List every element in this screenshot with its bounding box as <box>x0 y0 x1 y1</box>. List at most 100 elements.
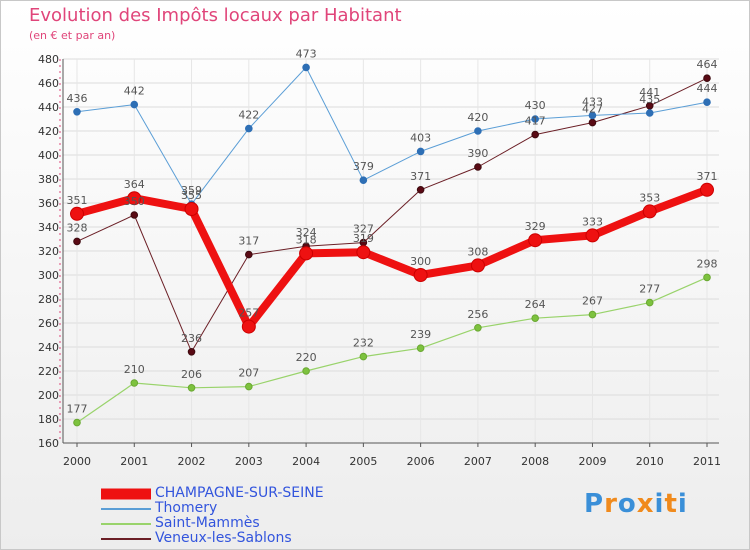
data-point-veneux-les-sablons <box>645 102 654 110</box>
legend-swatch-veneux <box>101 537 151 540</box>
data-label-saint-mamm-s: 256 <box>467 308 488 321</box>
data-point-saint-mamm-s <box>416 344 425 353</box>
data-point-veneux-les-sablons <box>703 74 711 82</box>
data-label-saint-mamm-s: 267 <box>582 295 603 308</box>
y-tick-label: 220 <box>38 365 59 378</box>
data-point-veneux-les-sablons <box>531 130 539 139</box>
data-label-thomery: 420 <box>467 111 488 124</box>
data-label-thomery: 379 <box>353 160 374 173</box>
data-point-thomery <box>73 108 81 116</box>
data-label-thomery: 403 <box>410 131 431 144</box>
x-tick-label: 2000 <box>63 455 91 468</box>
data-point-saint-mamm-s <box>474 324 482 332</box>
data-point-champagne-sur-seine <box>585 228 600 243</box>
data-label-champagne-sur-seine: 300 <box>410 255 431 268</box>
data-label-thomery: 433 <box>582 95 603 108</box>
series-line-saint-mamm-s <box>76 276 708 424</box>
y-tick-label: 440 <box>38 101 59 114</box>
data-label-saint-mamm-s: 239 <box>410 328 431 341</box>
data-label-saint-mamm-s: 264 <box>525 298 546 311</box>
data-label-saint-mamm-s: 206 <box>181 368 202 381</box>
data-point-champagne-sur-seine <box>528 233 543 248</box>
series-line-thomery <box>76 66 708 205</box>
logo-letter: t <box>664 489 678 519</box>
data-label-veneux-les-sablons: 236 <box>181 332 202 345</box>
data-label-saint-mamm-s: 177 <box>67 403 88 416</box>
data-label-saint-mamm-s: 207 <box>238 367 259 380</box>
y-tick-label: 320 <box>38 245 59 258</box>
data-label-thomery: 473 <box>296 47 317 60</box>
data-label-champagne-sur-seine: 318 <box>296 233 317 246</box>
data-point-thomery <box>531 115 539 123</box>
data-point-thomery <box>645 109 654 117</box>
data-point-veneux-les-sablons <box>130 211 139 219</box>
data-point-champagne-sur-seine <box>241 319 256 334</box>
legend-label-thomery: Thomery <box>155 500 218 516</box>
data-point-veneux-les-sablons <box>245 250 253 259</box>
y-tick-label: 160 <box>38 437 59 450</box>
legend-label-champagne: CHAMPAGNE-SUR-SEINE <box>155 485 324 501</box>
legend-swatch-champagne <box>101 488 151 499</box>
data-point-veneux-les-sablons <box>474 163 482 171</box>
data-point-champagne-sur-seine <box>470 258 485 273</box>
data-label-champagne-sur-seine: 329 <box>525 220 546 233</box>
data-point-thomery <box>416 147 425 156</box>
data-label-veneux-les-sablons: 464 <box>697 58 718 71</box>
x-tick-label: 2001 <box>120 455 148 468</box>
legend-label-veneux: Veneux-les-Sablons <box>155 530 292 546</box>
data-point-veneux-les-sablons <box>416 186 425 194</box>
data-label-champagne-sur-seine: 351 <box>67 194 88 207</box>
logo-letter: o <box>617 489 637 519</box>
data-label-champagne-sur-seine: 308 <box>467 245 488 258</box>
y-tick-label: 340 <box>38 221 59 234</box>
data-label-thomery: 435 <box>639 93 660 106</box>
data-label-champagne-sur-seine: 257 <box>238 307 259 320</box>
data-label-veneux-les-sablons: 317 <box>238 235 259 248</box>
y-tick-label: 260 <box>38 317 59 330</box>
data-point-champagne-sur-seine <box>299 246 314 261</box>
data-label-champagne-sur-seine: 371 <box>697 170 718 183</box>
proxiti-logo: Proxiti <box>584 489 688 519</box>
logo-letter: P <box>584 489 605 519</box>
data-label-thomery: 444 <box>697 82 718 95</box>
data-point-saint-mamm-s <box>302 367 310 375</box>
y-tick-label: 400 <box>38 149 59 162</box>
data-point-thomery <box>245 124 253 133</box>
data-label-saint-mamm-s: 220 <box>296 351 317 364</box>
data-label-saint-mamm-s: 210 <box>124 363 145 376</box>
data-point-champagne-sur-seine <box>70 206 84 221</box>
logo-letter: i <box>654 489 665 519</box>
y-tick-label: 280 <box>38 293 59 306</box>
data-point-champagne-sur-seine <box>356 245 371 260</box>
data-point-saint-mamm-s <box>703 273 711 282</box>
y-tick-label: 300 <box>38 269 59 282</box>
x-tick-label: 2011 <box>693 455 721 468</box>
y-tick-label: 360 <box>38 197 59 210</box>
data-label-saint-mamm-s: 277 <box>639 283 660 296</box>
data-point-thomery <box>474 127 482 135</box>
y-tick-label: 460 <box>38 77 59 90</box>
data-label-thomery: 442 <box>124 85 145 98</box>
y-tick-label: 380 <box>38 173 59 186</box>
series-line-champagne-sur-seine <box>73 185 711 331</box>
x-tick-label: 2003 <box>235 455 263 468</box>
data-point-saint-mamm-s <box>531 314 539 323</box>
data-point-champagne-sur-seine <box>700 182 714 197</box>
data-label-veneux-les-sablons: 350 <box>124 195 145 208</box>
data-point-champagne-sur-seine <box>127 191 142 206</box>
data-point-saint-mamm-s <box>588 310 597 319</box>
x-tick-label: 2005 <box>349 455 377 468</box>
data-label-champagne-sur-seine: 355 <box>181 189 202 202</box>
data-label-champagne-sur-seine: 333 <box>582 215 603 228</box>
data-label-saint-mamm-s: 232 <box>353 337 374 350</box>
data-label-champagne-sur-seine: 319 <box>353 232 374 245</box>
data-point-champagne-sur-seine <box>642 204 657 219</box>
y-tick-label: 480 <box>38 53 59 66</box>
axis-layer: 160 180 200 220 240 260 280 300 320 340 360 380 400 4… <box>38 53 721 468</box>
y-tick-label: 240 <box>38 341 59 354</box>
x-tick-label: 2007 <box>464 455 492 468</box>
data-point-saint-mamm-s <box>187 384 196 392</box>
data-point-saint-mamm-s <box>245 382 253 391</box>
data-point-thomery <box>359 176 368 184</box>
